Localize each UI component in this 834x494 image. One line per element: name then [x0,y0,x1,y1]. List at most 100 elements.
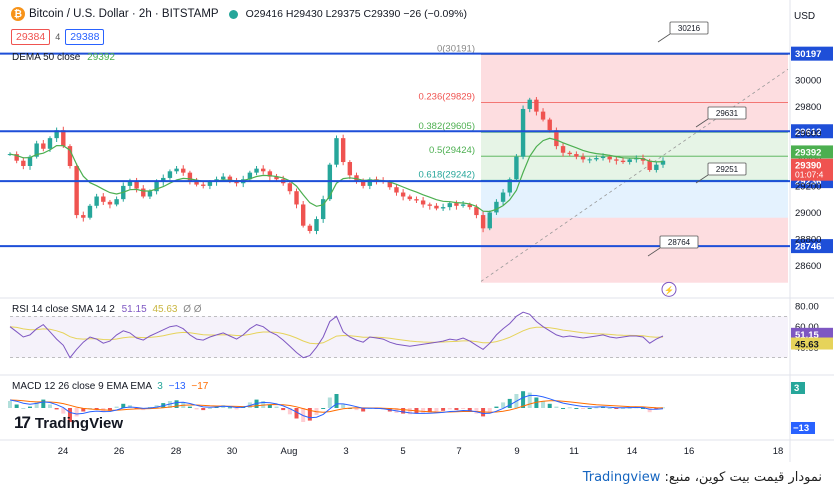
macd-bar [607,408,612,409]
buy-button[interactable]: 29388 [65,29,105,45]
macd-bar [81,408,86,412]
callout-label: 28764 [668,238,691,247]
macd-bar [561,408,566,409]
caption-source-link[interactable]: Tradingview [582,470,661,485]
currency-label: USD [794,11,816,22]
candle-body [267,171,273,177]
last-price-tag [791,158,833,181]
candle-body [500,192,506,202]
rsi-value-tag [791,327,833,340]
macd-bar [567,407,572,409]
macd-bar [121,403,126,408]
candle-body [207,181,213,186]
dema-legend[interactable]: DEMA 50 close 29392 [12,52,115,63]
candle-body [620,160,626,163]
macd-bar [34,402,39,408]
candle-body [507,179,512,193]
callout-label: 30216 [678,24,701,33]
time-axis-tick: 16 [684,446,695,457]
candle-body [534,99,539,112]
rsi-extra-value: Ø Ø [183,304,202,315]
candle-body [627,159,632,163]
candle-body [147,191,153,197]
macd-bar [581,408,586,409]
candle-body [654,164,659,170]
bitcoin-icon: ₿ [11,7,25,21]
macd-bar [261,401,266,408]
macd-hist-value: 3 [157,381,163,392]
time-axis-tick: Aug [281,446,298,457]
dema-value: 29392 [87,52,115,63]
rsi-ma-label: 45.63 [795,340,819,351]
symbol-title[interactable]: Bitcoin / U.S. Dollar · 2h · BITSTAMP [29,8,219,20]
candle-body [254,168,259,173]
candle-body [434,205,439,209]
macd-bar [354,408,359,411]
candle-body [61,130,66,147]
sell-button[interactable]: 29384 [11,29,51,45]
time-axis-tick: 7 [456,446,461,457]
candle-body [580,156,586,160]
callout-label: 29251 [716,165,739,174]
candle-body [287,183,293,192]
rsi-ma-tag [791,337,833,350]
macd-bar [641,408,646,409]
macd-bar [174,400,179,408]
time-axis-tick: 30 [227,446,238,457]
level-price-label: 28746 [795,242,821,253]
candle-body [34,143,39,157]
fib-zone-blue [481,180,788,218]
macd-bar [574,408,579,409]
candle-body [527,99,532,109]
macd-bar [621,408,626,409]
candle-body [154,181,159,192]
candle-body [81,215,86,218]
macd-bar [61,408,66,414]
lightning-icon: ⚡ [664,285,674,295]
macd-bar [321,408,326,409]
callout-box [669,21,709,35]
macd-bar [474,408,479,414]
macd-bar [407,408,412,415]
candle-body [141,188,146,197]
rsi-legend[interactable]: RSI 14 close SMA 14 2 51.15 45.63 Ø Ø [12,304,202,315]
macd-legend[interactable]: MACD 12 26 close 9 EMA EMA 3 −13 −17 [12,381,209,392]
macd-bar [341,404,346,408]
macd-bar [487,408,492,413]
market-open-icon [228,9,238,19]
candle-body [514,156,519,180]
callout-pointer [695,174,709,184]
candle-body [174,168,179,172]
candle-body [407,196,412,200]
candle-body [460,204,466,206]
macd-bar [267,404,272,408]
macd-bar [294,408,299,419]
candle-body [47,138,53,149]
macd-bar [234,408,239,410]
candle-body [247,172,253,180]
chart-canvas: 0(30191) 0.236(29829) 0.382(29605) 0.5(2942… [0,0,834,462]
fib-level-label: 0.236(29829) [418,91,475,102]
price-change: −26 (−0.09%) [403,8,468,20]
candle-body [261,168,266,172]
macd-bar [287,408,292,415]
candle-body [540,111,546,120]
candle-body [474,207,479,216]
macd-bar [521,391,526,408]
candle-body [387,181,393,188]
time-axis-tick: 3 [343,446,348,457]
macd-bar [334,394,339,408]
time-axis-tick: 28 [171,446,182,457]
bid-ask: 29384 4 29388 [11,29,105,45]
macd-bar [201,408,206,411]
candle-body [101,196,106,202]
candle-body [181,168,186,173]
dema-line [9,137,664,213]
macd-bar [454,408,459,411]
candle-body [87,205,93,218]
macd-bar [207,408,212,409]
time-axis-tick: 26 [114,446,125,457]
level-price-label: 29612 [795,127,821,138]
candle-body [300,204,306,226]
macd-bar [67,408,72,422]
